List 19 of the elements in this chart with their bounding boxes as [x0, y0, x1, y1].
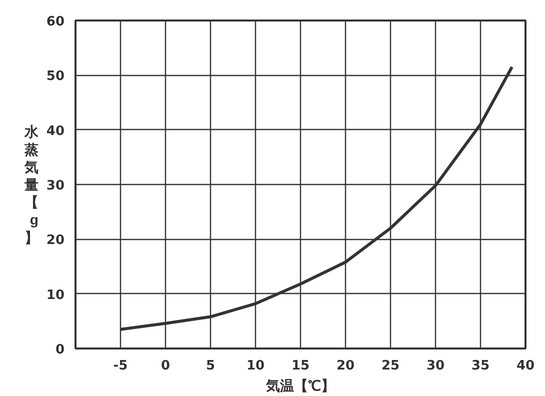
x-axis-title: 気温【℃】 [265, 378, 335, 394]
x-tick-label: -5 [113, 358, 128, 374]
y-tick-label: 60 [46, 14, 65, 30]
x-tick-label: 0 [160, 358, 170, 374]
x-tick-label: 30 [426, 358, 445, 374]
x-tick-label: 25 [381, 358, 400, 374]
y-tick-label: 0 [55, 342, 64, 358]
y-tick-label: 30 [46, 178, 65, 194]
x-tick-label: 40 [516, 358, 535, 374]
x-tick-label: 5 [206, 358, 216, 374]
x-tick-label: 15 [291, 358, 310, 374]
y-tick-label: 50 [46, 69, 65, 84]
x-tick-label: 20 [336, 358, 355, 374]
x-tick-label: 35 [471, 358, 490, 374]
y-axis-title: 水蒸気量【g】 [23, 124, 40, 246]
y-tick-label: 10 [46, 288, 65, 303]
y-tick-label: 20 [46, 233, 65, 248]
x-tick-label: 10 [246, 358, 265, 374]
y-tick-label: 40 [46, 124, 65, 139]
